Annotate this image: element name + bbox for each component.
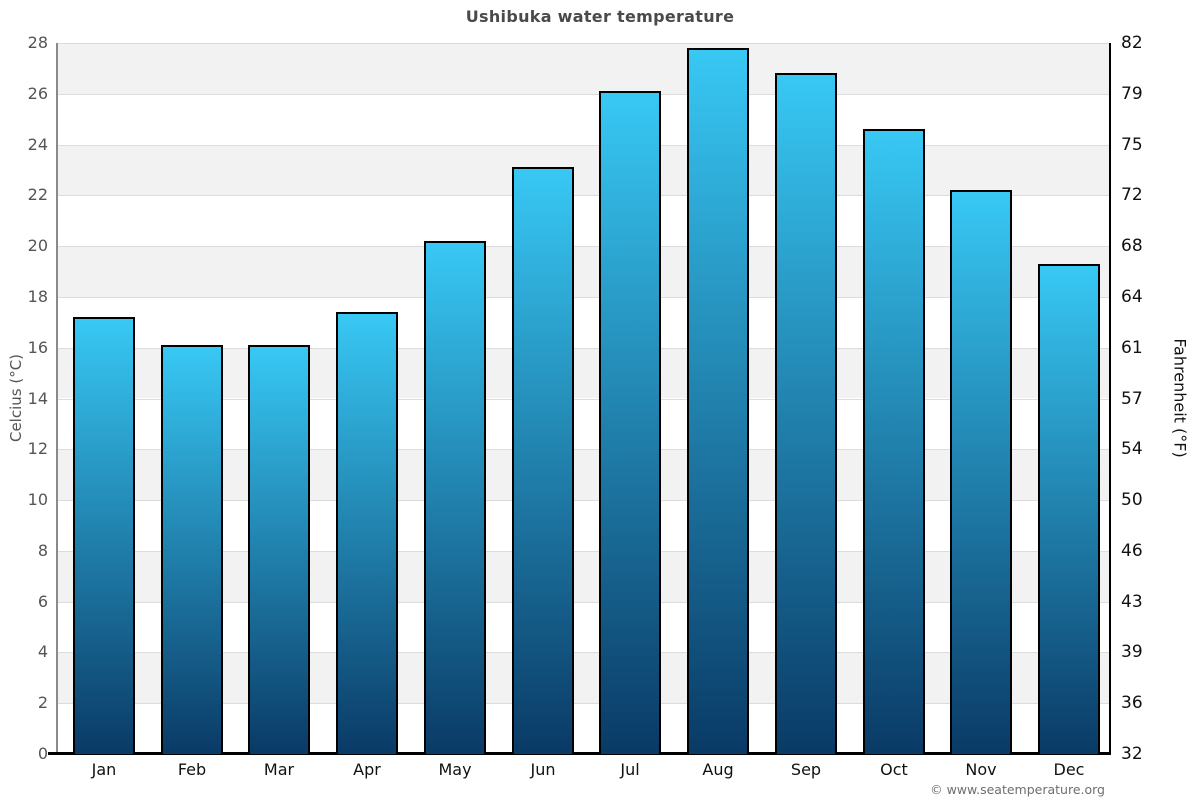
plot-background-band [57,703,1110,754]
gridline [57,500,1110,501]
gridline [57,703,1110,704]
fahrenheit-tick-46: 46 [1121,541,1143,561]
month-label-jul: Jul [620,760,640,779]
celsius-tick-4: 4 [37,642,48,661]
fahrenheit-tick-50: 50 [1121,490,1143,510]
plot-background-band [57,195,1110,247]
fahrenheit-tick-72: 72 [1121,185,1143,205]
copyright-credit: © www.seatemperature.org [930,782,1105,797]
celsius-tick-22: 22 [27,185,48,204]
bar-jun [512,167,574,754]
gridline [57,145,1110,146]
gridline [57,43,1110,44]
gridline [57,348,1110,349]
chart-title: Ushibuka water temperature [465,7,735,26]
celsius-tick-18: 18 [27,287,48,306]
fahrenheit-tick-68: 68 [1121,236,1143,256]
month-label-oct: Oct [880,760,908,779]
celsius-tick-26: 26 [27,84,48,103]
fahrenheit-tick-82: 82 [1121,33,1143,53]
fahrenheit-tick-64: 64 [1121,287,1143,307]
celsius-tick-12: 12 [27,439,48,458]
month-label-sep: Sep [790,760,822,779]
plot-background-band [57,93,1110,145]
plot-background-band [57,550,1110,602]
gridline [57,551,1110,552]
bar-jul [599,91,661,754]
fahrenheit-tick-54: 54 [1121,439,1143,459]
fahrenheit-tick-36: 36 [1121,693,1143,713]
fahrenheit-tick-39: 39 [1121,642,1143,662]
month-label-apr: Apr [353,760,381,779]
plot-background-band [57,398,1110,450]
celsius-tick-14: 14 [27,389,48,408]
month-label-feb: Feb [177,760,207,779]
celsius-tick-24: 24 [27,135,48,154]
month-label-nov: Nov [965,760,997,779]
month-label-may: May [438,760,472,779]
fahrenheit-tick-43: 43 [1121,592,1143,612]
gridline [57,652,1110,653]
plot-background-band [57,601,1110,653]
celsius-tick-8: 8 [37,541,48,560]
plot-background-band [57,652,1110,704]
bar-oct [863,129,925,754]
plot-background-band [57,347,1110,399]
fahrenheit-axis-title: Fahrenheit (°F) [1170,338,1190,458]
celsius-tick-10: 10 [27,490,48,509]
bar-nov [950,190,1012,754]
plot-background-band [57,144,1110,196]
gridline [57,602,1110,603]
celsius-tick-6: 6 [37,592,48,611]
bar-feb [161,345,223,754]
month-label-jun: Jun [530,760,556,779]
plot-area [57,43,1110,754]
bar-sep [775,73,837,754]
bar-apr [336,312,398,754]
plot-background-band [57,296,1110,348]
celsius-tick-0: 0 [37,744,48,763]
gridline [57,195,1110,196]
plot-background-band [57,449,1110,501]
celsius-tick-20: 20 [27,236,48,255]
celsius-tick-2: 2 [37,693,48,712]
celsius-tick-28: 28 [27,33,48,52]
plot-background-band [57,43,1110,94]
month-label-mar: Mar [263,760,295,779]
bar-mar [248,345,310,754]
month-label-dec: Dec [1053,760,1085,779]
month-label-aug: Aug [702,760,734,779]
fahrenheit-axis-line [1109,43,1111,754]
x-axis-line [48,752,1111,755]
gridline [57,94,1110,95]
fahrenheit-tick-57: 57 [1121,389,1143,409]
fahrenheit-tick-79: 79 [1121,84,1143,104]
gridline [57,297,1110,298]
celsius-axis-line [56,43,58,754]
gridline [57,399,1110,400]
plot-background-band [57,500,1110,551]
celsius-tick-16: 16 [27,338,48,357]
gridline [57,449,1110,450]
plot-background-band [57,246,1110,297]
gridline [57,246,1110,247]
bar-dec [1038,264,1100,754]
fahrenheit-tick-75: 75 [1121,135,1143,155]
bar-jan [73,317,135,754]
month-label-jan: Jan [91,760,117,779]
bar-may [424,241,486,754]
bar-aug [687,48,749,754]
celsius-axis-title: Celcius (°C) [7,353,25,443]
fahrenheit-tick-61: 61 [1121,338,1143,358]
fahrenheit-tick-32: 32 [1121,744,1143,764]
